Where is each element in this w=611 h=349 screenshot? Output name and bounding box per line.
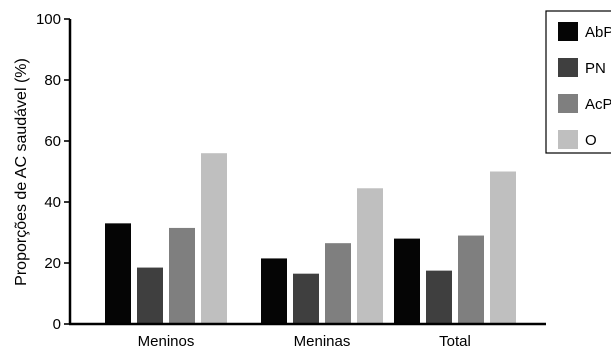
bar-o-meninas <box>357 188 383 324</box>
legend-label-abp: AbP <box>585 24 611 41</box>
legend-label-o: O <box>585 132 597 149</box>
bar-abp-total <box>394 238 420 324</box>
bar-abp-meninas <box>261 258 287 324</box>
legend-swatch-pn <box>558 58 578 77</box>
bar-pn-total <box>426 270 452 324</box>
legend-label-acp: AcP <box>585 96 611 113</box>
legend: AbP PN AcP O <box>545 10 611 154</box>
axes-layer: Meninos Meninas Total 0 20 40 60 80 100 <box>36 11 546 349</box>
bar-o-meninos <box>201 153 227 324</box>
x-tick-label-meninas: Meninas <box>294 333 351 349</box>
bars-layer <box>105 153 516 324</box>
bar-acp-meninos <box>169 227 195 324</box>
bar-acp-meninas <box>325 243 351 324</box>
legend-swatch-abp <box>558 22 578 41</box>
y-tick-label-100: 100 <box>36 11 61 28</box>
bar-abp-meninos <box>105 223 131 324</box>
legend-box <box>545 10 611 154</box>
bar-pn-meninos <box>137 267 163 324</box>
bar-acp-total <box>458 235 484 324</box>
y-axis-label: Proporções de AC saudável (%) <box>13 58 30 286</box>
x-tick-label-meninos: Meninos <box>138 333 195 349</box>
y-tick-label-80: 80 <box>44 72 61 89</box>
y-tick-label-60: 60 <box>44 133 61 150</box>
y-tick-label-40: 40 <box>44 194 61 211</box>
y-tick-label-0: 0 <box>53 316 61 333</box>
legend-swatch-acp <box>558 94 578 113</box>
bar-pn-meninas <box>293 273 319 324</box>
legend-label-pn: PN <box>585 60 606 77</box>
bar-o-total <box>490 171 516 324</box>
y-tick-label-20: 20 <box>44 255 61 272</box>
legend-swatch-o <box>558 130 578 149</box>
x-tick-label-total: Total <box>439 333 471 349</box>
